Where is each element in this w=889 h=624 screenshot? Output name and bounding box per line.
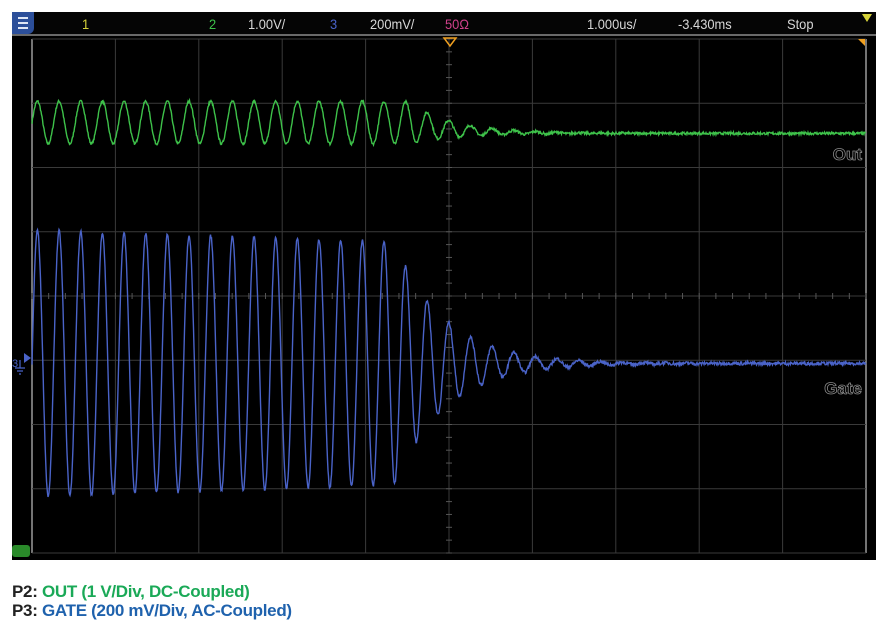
trigger-position-icon[interactable] (442, 37, 458, 48)
channel-1-label[interactable]: 1 (82, 16, 90, 32)
ground-marker-label: 3 (12, 358, 18, 370)
trace-label-gate: Gate (824, 379, 862, 398)
channel-3-impedance: 50Ω (445, 16, 469, 32)
legend-item-p3: P3: GATE (200 mV/Div, AC-Coupled) (12, 601, 292, 620)
channel-3-scale[interactable]: 200mV/ (370, 16, 415, 32)
status-bar: 1 2 1.00V/ 3 200mV/ 50Ω 1.000us/ -3.430m… (12, 12, 876, 36)
legend: P2: OUT (1 V/Div, DC-Coupled) P3: GATE (… (12, 582, 292, 620)
run-state[interactable]: Stop (787, 16, 814, 32)
trace-label-out: Out (833, 145, 863, 164)
trigger-offscreen-icon (858, 39, 865, 46)
channel-3-label[interactable]: 3 (330, 16, 338, 32)
legend-item-p2: P2: OUT (1 V/Div, DC-Coupled) (12, 582, 250, 601)
waveform-display: Out Gate 3 (12, 37, 867, 557)
channel-2-scale[interactable]: 1.00V/ (248, 16, 286, 32)
trigger-level-marker-icon (862, 14, 872, 22)
trace-gate (31, 227, 867, 498)
channel-3-ground-marker[interactable]: 3 (12, 353, 31, 375)
menu-icon[interactable] (12, 12, 34, 34)
oscilloscope-screen: 1 2 1.00V/ 3 200mV/ 50Ω 1.000us/ -3.430m… (12, 12, 876, 560)
timebase[interactable]: 1.000us/ (587, 16, 637, 32)
channel-2-label[interactable]: 2 (209, 16, 217, 32)
graticule (31, 38, 867, 554)
ground-arrow-icon (24, 353, 31, 363)
trace-out (31, 97, 867, 148)
delay[interactable]: -3.430ms (678, 16, 732, 32)
ground-icon (15, 360, 25, 375)
channel-2-offscreen-marker-icon[interactable] (12, 545, 30, 557)
